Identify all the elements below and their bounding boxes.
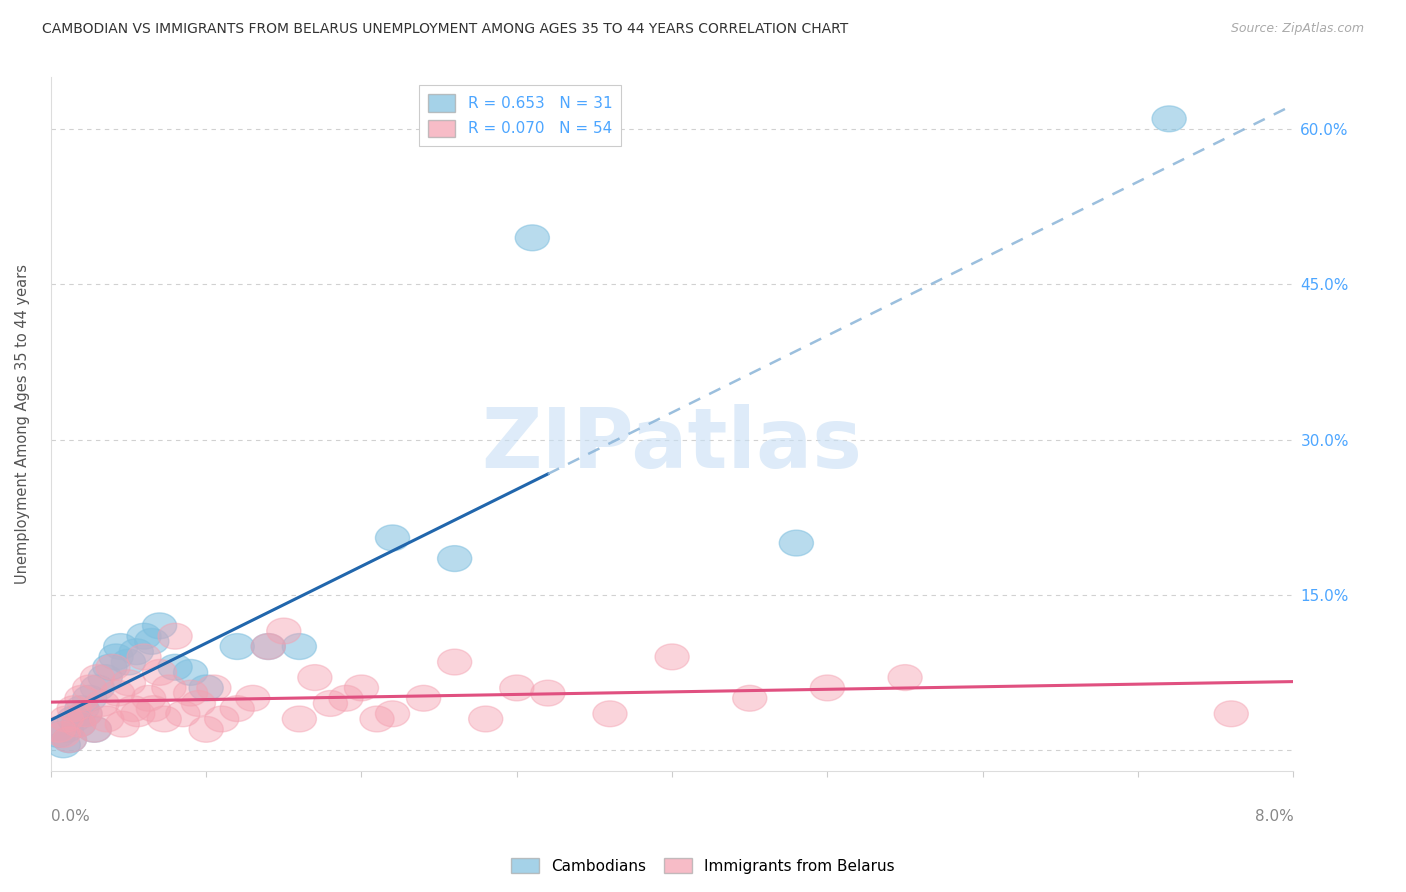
Text: CAMBODIAN VS IMMIGRANTS FROM BELARUS UNEMPLOYMENT AMONG AGES 35 TO 44 YEARS CORR: CAMBODIAN VS IMMIGRANTS FROM BELARUS UNE… (42, 22, 848, 37)
Ellipse shape (221, 696, 254, 722)
Ellipse shape (152, 675, 186, 701)
Ellipse shape (173, 681, 208, 706)
Ellipse shape (148, 706, 181, 732)
Ellipse shape (375, 701, 409, 727)
Ellipse shape (779, 530, 814, 556)
Ellipse shape (1215, 701, 1249, 727)
Ellipse shape (298, 665, 332, 690)
Ellipse shape (531, 681, 565, 706)
Ellipse shape (173, 659, 208, 685)
Ellipse shape (49, 706, 83, 732)
Ellipse shape (98, 644, 134, 670)
Ellipse shape (437, 649, 472, 675)
Ellipse shape (105, 711, 139, 737)
Ellipse shape (252, 633, 285, 659)
Ellipse shape (58, 696, 91, 722)
Ellipse shape (593, 701, 627, 727)
Ellipse shape (314, 690, 347, 716)
Ellipse shape (77, 716, 111, 742)
Ellipse shape (1152, 106, 1187, 132)
Ellipse shape (80, 665, 114, 690)
Ellipse shape (65, 696, 98, 722)
Ellipse shape (62, 711, 96, 737)
Ellipse shape (283, 633, 316, 659)
Ellipse shape (468, 706, 503, 732)
Ellipse shape (360, 706, 394, 732)
Ellipse shape (101, 681, 135, 706)
Ellipse shape (655, 644, 689, 670)
Ellipse shape (120, 639, 153, 665)
Ellipse shape (121, 701, 155, 727)
Ellipse shape (188, 675, 224, 701)
Ellipse shape (65, 685, 98, 711)
Ellipse shape (67, 701, 103, 727)
Ellipse shape (46, 722, 80, 747)
Text: Source: ZipAtlas.com: Source: ZipAtlas.com (1230, 22, 1364, 36)
Text: ZIPatlas: ZIPatlas (482, 404, 863, 485)
Ellipse shape (42, 722, 76, 747)
Ellipse shape (89, 665, 122, 690)
Ellipse shape (111, 670, 146, 696)
Ellipse shape (46, 732, 80, 758)
Text: 8.0%: 8.0% (1254, 809, 1294, 824)
Legend: R = 0.653   N = 31, R = 0.070   N = 54: R = 0.653 N = 31, R = 0.070 N = 54 (419, 85, 621, 146)
Ellipse shape (142, 659, 177, 685)
Ellipse shape (236, 685, 270, 711)
Ellipse shape (142, 613, 177, 639)
Ellipse shape (77, 716, 111, 742)
Ellipse shape (135, 629, 169, 655)
Ellipse shape (52, 727, 87, 753)
Ellipse shape (52, 727, 87, 753)
Ellipse shape (84, 690, 120, 716)
Ellipse shape (111, 649, 146, 675)
Ellipse shape (62, 711, 96, 737)
Ellipse shape (499, 675, 534, 701)
Ellipse shape (127, 644, 162, 670)
Ellipse shape (267, 618, 301, 644)
Ellipse shape (49, 716, 83, 742)
Ellipse shape (437, 546, 472, 572)
Ellipse shape (810, 675, 845, 701)
Ellipse shape (80, 675, 114, 701)
Text: 0.0%: 0.0% (51, 809, 90, 824)
Ellipse shape (58, 706, 91, 732)
Ellipse shape (329, 685, 363, 711)
Ellipse shape (67, 701, 103, 727)
Ellipse shape (157, 624, 193, 649)
Ellipse shape (42, 716, 76, 742)
Ellipse shape (117, 696, 150, 722)
Ellipse shape (344, 675, 378, 701)
Ellipse shape (205, 706, 239, 732)
Ellipse shape (132, 685, 166, 711)
Ellipse shape (188, 716, 224, 742)
Y-axis label: Unemployment Among Ages 35 to 44 years: Unemployment Among Ages 35 to 44 years (15, 264, 30, 584)
Ellipse shape (197, 675, 231, 701)
Ellipse shape (104, 633, 138, 659)
Ellipse shape (181, 690, 215, 716)
Ellipse shape (283, 706, 316, 732)
Ellipse shape (157, 655, 193, 681)
Ellipse shape (221, 633, 254, 659)
Ellipse shape (127, 624, 162, 649)
Ellipse shape (136, 696, 170, 722)
Ellipse shape (733, 685, 766, 711)
Ellipse shape (93, 655, 127, 681)
Ellipse shape (515, 225, 550, 251)
Ellipse shape (375, 525, 409, 551)
Legend: Cambodians, Immigrants from Belarus: Cambodians, Immigrants from Belarus (505, 852, 901, 880)
Ellipse shape (889, 665, 922, 690)
Ellipse shape (73, 685, 107, 711)
Ellipse shape (96, 655, 129, 681)
Ellipse shape (90, 706, 124, 732)
Ellipse shape (252, 633, 285, 659)
Ellipse shape (166, 701, 200, 727)
Ellipse shape (73, 675, 107, 701)
Ellipse shape (406, 685, 440, 711)
